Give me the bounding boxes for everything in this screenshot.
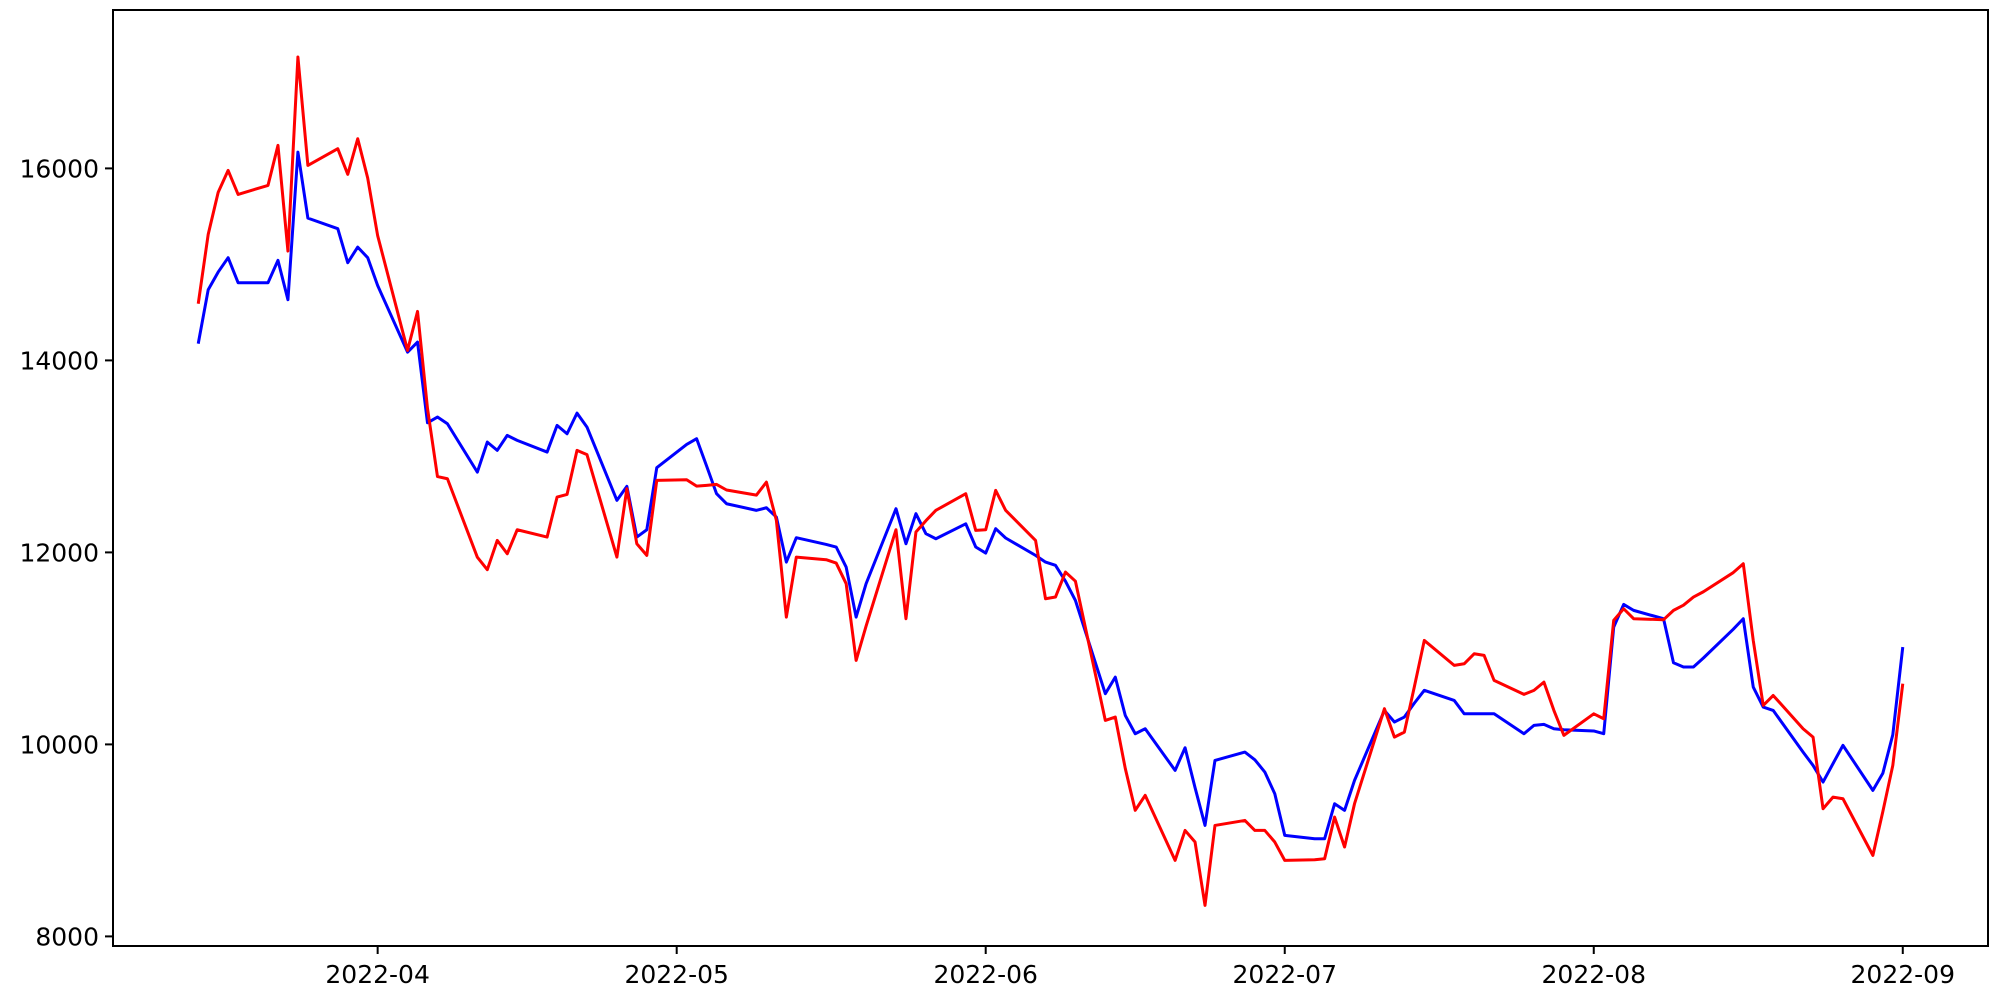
y-tick-label: 10000 xyxy=(19,730,99,759)
y-tick-label: 8000 xyxy=(35,922,99,951)
x-tick-label: 2022-06 xyxy=(933,960,1037,989)
x-tick-label: 2022-09 xyxy=(1851,960,1955,989)
y-tick-label: 12000 xyxy=(19,538,99,567)
x-tick-label: 2022-07 xyxy=(1233,960,1337,989)
x-tick-label: 2022-05 xyxy=(624,960,728,989)
x-tick-label: 2022-08 xyxy=(1542,960,1646,989)
y-tick-label: 14000 xyxy=(19,346,99,375)
axes-spines xyxy=(112,9,1989,947)
x-tick-label: 2022-04 xyxy=(325,960,429,989)
red-series-line xyxy=(196,55,1905,907)
y-tick-label: 16000 xyxy=(19,154,99,183)
